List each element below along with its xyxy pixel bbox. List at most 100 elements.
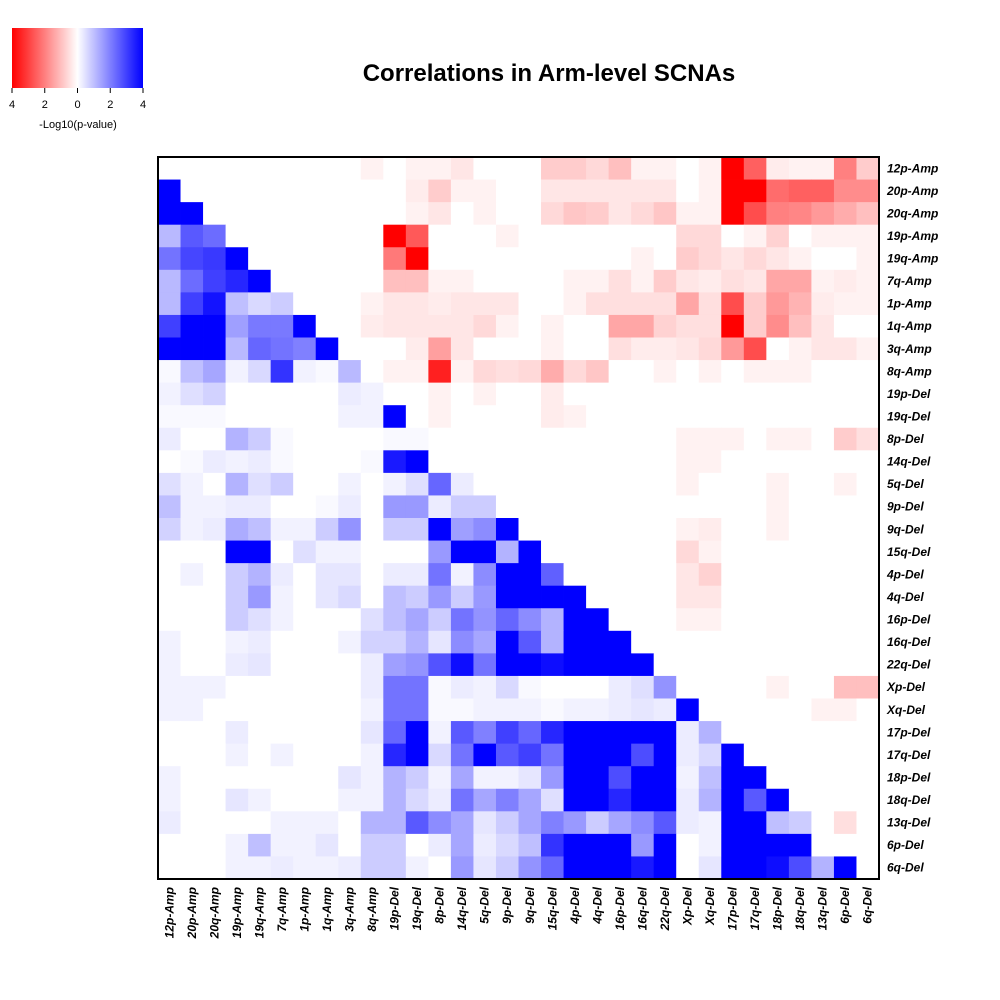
- heatmap-cell-13q-Del-Xq-Del: [698, 811, 722, 835]
- heatmap-cell-9q-Del-5q-Del: [473, 518, 497, 541]
- heatmap-cell-9q-Del-8p-Del: [428, 518, 452, 541]
- heatmap-cell-14q-Del-19p-Amp: [225, 450, 249, 474]
- column-label: 6p-Del: [838, 886, 852, 923]
- column-label: 19p-Del: [388, 886, 402, 930]
- heatmap-cell-18q-Del-16q-Del: [631, 788, 655, 812]
- heatmap-cell-20p-Amp-4q-Del: [586, 179, 610, 203]
- heatmap-cell-13q-Del-8q-Amp: [360, 811, 384, 835]
- legend-ticks: 4 2 0 2 4: [9, 88, 146, 111]
- heatmap-cell-13q-Del-Xp-Del: [676, 811, 700, 835]
- heatmap-cell-6p-Del-19q-Del: [405, 833, 429, 857]
- heatmap-cell-19p-Amp-19q-Amp: [248, 224, 272, 248]
- heatmap-cell-13q-Del-18q-Del: [788, 811, 812, 835]
- heatmap-cell-4p-Del-4q-Del: [586, 563, 610, 587]
- heatmap-cell-7q-Amp-19p-Del: [383, 269, 407, 293]
- row-label: 19q-Del: [887, 409, 931, 423]
- heatmap-cell-22q-Del-Xq-Del: [698, 653, 722, 677]
- heatmap-cell-20p-Amp-19q-Amp: [248, 179, 272, 203]
- heatmap-cell-18p-Del-15q-Del: [541, 766, 564, 790]
- heatmap-cell-1q-Amp-7q-Amp: [270, 314, 294, 338]
- heatmap-cell-1q-Amp-18q-Del: [788, 314, 812, 338]
- heatmap-cell-18q-Del-19q-Amp: [248, 788, 272, 812]
- heatmap-cell-6p-Del-13q-Del: [811, 833, 835, 857]
- heatmap-cell-13q-Del-19q-Amp: [248, 811, 272, 835]
- heatmap-cell-19p-Amp-3q-Amp: [338, 224, 362, 248]
- heatmap-cell-13q-Del-19q-Del: [405, 811, 429, 835]
- heatmap-cell-20q-Amp-20q-Amp: [203, 202, 226, 226]
- heatmap-cell-9q-Del-Xp-Del: [676, 518, 700, 541]
- heatmap-cell-19p-Amp-16q-Del: [631, 224, 655, 248]
- heatmap-cell-20q-Amp-3q-Amp: [338, 202, 362, 226]
- heatmap-cell-6p-Del-19p-Del: [383, 833, 407, 857]
- heatmap-cell-1p-Amp-1p-Amp: [293, 292, 317, 316]
- heatmap-cell-16q-Del-12p-Amp: [158, 630, 181, 654]
- heatmap-cell-6q-Del-1p-Amp: [293, 856, 317, 880]
- heatmap-cell-19q-Del-22q-Del: [653, 405, 677, 429]
- heatmap-cell-22q-Del-16q-Del: [631, 653, 655, 677]
- heatmap-cell-16p-Del-Xq-Del: [698, 608, 722, 632]
- heatmap-cell-4q-Del-5q-Del: [473, 585, 497, 609]
- heatmap-cell-7q-Amp-9p-Del: [495, 269, 519, 293]
- heatmap-cell-Xq-Del-9p-Del: [495, 698, 519, 722]
- heatmap-cell-4q-Del-6p-Del: [833, 585, 857, 609]
- heatmap-cell-6p-Del-7q-Amp: [270, 833, 294, 857]
- heatmap-cell-6q-Del-18q-Del: [788, 856, 812, 880]
- heatmap-cell-17p-Del-4q-Del: [586, 721, 610, 745]
- heatmap-cell-12p-Amp-3q-Amp: [338, 157, 362, 180]
- heatmap-cell-4p-Del-12p-Amp: [158, 563, 181, 587]
- heatmap-cell-16q-Del-16q-Del: [631, 630, 655, 654]
- heatmap-cell-19p-Del-7q-Amp: [270, 382, 294, 406]
- heatmap-cell-9p-Del-19p-Del: [383, 495, 407, 519]
- heatmap-cell-18p-Del-20p-Amp: [180, 766, 204, 790]
- heatmap-cell-19p-Del-19p-Del: [383, 382, 407, 406]
- heatmap-cell-16p-Del-3q-Amp: [338, 608, 362, 632]
- heatmap-cell-4p-Del-14q-Del: [450, 563, 474, 587]
- heatmap-cell-20q-Amp-16p-Del: [608, 202, 632, 226]
- heatmap-cell-22q-Del-14q-Del: [450, 653, 474, 677]
- heatmap-cell-4q-Del-15q-Del: [541, 585, 564, 609]
- row-label: 14q-Del: [887, 455, 931, 469]
- heatmap-cell-12p-Amp-6q-Del: [856, 157, 880, 180]
- heatmap-cell-9p-Del-9q-Del: [518, 495, 542, 519]
- heatmap-cell-18p-Del-6p-Del: [833, 766, 857, 790]
- heatmap-cell-17q-Del-22q-Del: [653, 743, 677, 767]
- heatmap-cell-8p-Del-17q-Del: [743, 427, 767, 451]
- heatmap-cell-8q-Amp-19p-Amp: [225, 360, 249, 384]
- heatmap-cell-3q-Amp-22q-Del: [653, 337, 677, 361]
- heatmap-cell-20q-Amp-18p-Del: [766, 202, 790, 226]
- heatmap-cell-18p-Del-3q-Amp: [338, 766, 362, 790]
- heatmap-cell-1p-Amp-Xp-Del: [676, 292, 700, 316]
- heatmap-cell-19p-Amp-8q-Amp: [360, 224, 384, 248]
- heatmap-cell-19p-Amp-4p-Del: [563, 224, 587, 248]
- heatmap-cell-Xp-Del-19p-Del: [383, 675, 407, 699]
- heatmap-cell-1q-Amp-17p-Del: [721, 314, 745, 338]
- heatmap-cell-1p-Amp-4q-Del: [586, 292, 610, 316]
- row-label: 4q-Del: [886, 590, 924, 604]
- column-label: Xq-Del: [703, 886, 717, 926]
- heatmap-cell-14q-Del-6p-Del: [833, 450, 857, 474]
- heatmap-cell-19p-Amp-19p-Del: [383, 224, 407, 248]
- heatmap-cell-20p-Amp-12p-Amp: [158, 179, 181, 203]
- heatmap-cell-3q-Amp-20p-Amp: [180, 337, 204, 361]
- heatmap-cell-16p-Del-19q-Del: [405, 608, 429, 632]
- heatmap-cell-14q-Del-9p-Del: [495, 450, 519, 474]
- heatmap-cell-9p-Del-8p-Del: [428, 495, 452, 519]
- heatmap-cell-Xq-Del-20q-Amp: [203, 698, 226, 722]
- heatmap-cell-9p-Del-4q-Del: [586, 495, 610, 519]
- heatmap-cell-4p-Del-13q-Del: [811, 563, 835, 587]
- heatmap-cell-17p-Del-9q-Del: [518, 721, 542, 745]
- heatmap-cell-6p-Del-17p-Del: [721, 833, 745, 857]
- heatmap-cell-18q-Del-1p-Amp: [293, 788, 317, 812]
- heatmap-cell-18p-Del-13q-Del: [811, 766, 835, 790]
- row-label: 19q-Amp: [887, 252, 938, 266]
- heatmap-cell-5q-Del-4q-Del: [586, 472, 610, 496]
- heatmap-cell-7q-Amp-Xp-Del: [676, 269, 700, 293]
- heatmap-cell-18q-Del-18q-Del: [788, 788, 812, 812]
- heatmap-cell-19q-Amp-1p-Amp: [293, 247, 317, 271]
- heatmap-cell-8q-Amp-4p-Del: [563, 360, 587, 384]
- heatmap-cell-17q-Del-15q-Del: [541, 743, 564, 767]
- heatmap-cell-7q-Amp-22q-Del: [653, 269, 677, 293]
- heatmap-cell-19q-Amp-Xp-Del: [676, 247, 700, 271]
- heatmap-cell-4q-Del-16q-Del: [631, 585, 655, 609]
- heatmap-cell-19q-Del-16q-Del: [631, 405, 655, 429]
